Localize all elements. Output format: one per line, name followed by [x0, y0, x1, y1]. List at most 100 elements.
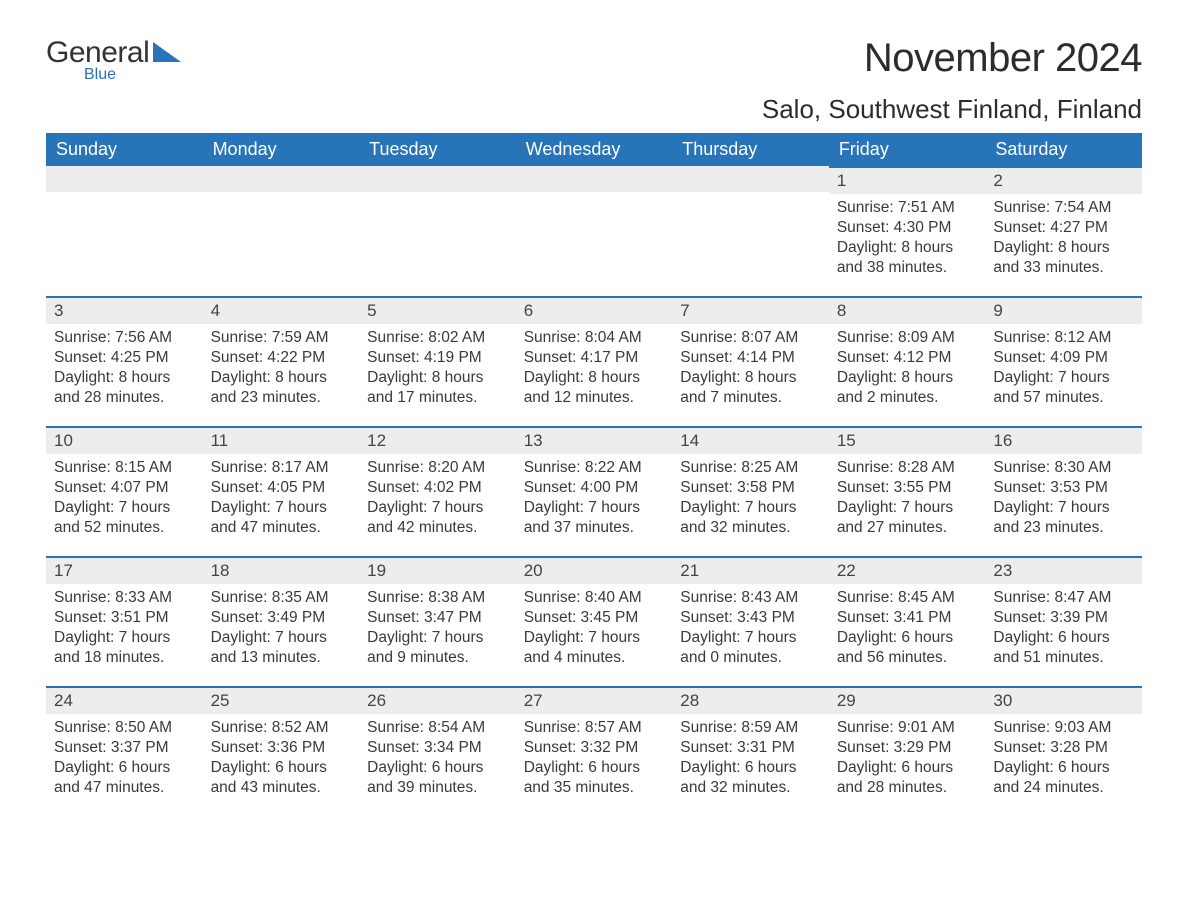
- sunrise-line: Sunrise: 8:22 AM: [524, 458, 665, 478]
- sunset-line: Sunset: 3:55 PM: [837, 478, 978, 498]
- calendar-cell: 3Sunrise: 7:56 AMSunset: 4:25 PMDaylight…: [46, 296, 203, 426]
- sunset-line: Sunset: 4:09 PM: [993, 348, 1134, 368]
- sunrise-line: Sunrise: 8:54 AM: [367, 718, 508, 738]
- sunset-line: Sunset: 3:45 PM: [524, 608, 665, 628]
- empty-day-number: [672, 166, 829, 192]
- day-number: 14: [672, 428, 829, 454]
- day-number: 12: [359, 428, 516, 454]
- daylight-line-2: and 38 minutes.: [837, 258, 978, 278]
- calendar-cell: 2Sunrise: 7:54 AMSunset: 4:27 PMDaylight…: [985, 166, 1142, 296]
- sunrise-line: Sunrise: 8:20 AM: [367, 458, 508, 478]
- day-number: 30: [985, 688, 1142, 714]
- calendar-cell: 1Sunrise: 7:51 AMSunset: 4:30 PMDaylight…: [829, 166, 986, 296]
- calendar-week-row: 3Sunrise: 7:56 AMSunset: 4:25 PMDaylight…: [46, 296, 1142, 426]
- daylight-line-1: Daylight: 6 hours: [993, 758, 1134, 778]
- calendar-cell: 10Sunrise: 8:15 AMSunset: 4:07 PMDayligh…: [46, 426, 203, 556]
- day-number: 27: [516, 688, 673, 714]
- daylight-line-1: Daylight: 7 hours: [993, 368, 1134, 388]
- day-wrapper: 23Sunrise: 8:47 AMSunset: 3:39 PMDayligh…: [985, 556, 1142, 677]
- daylight-line-2: and 18 minutes.: [54, 648, 195, 668]
- sunset-line: Sunset: 3:47 PM: [367, 608, 508, 628]
- daylight-line-1: Daylight: 7 hours: [993, 498, 1134, 518]
- daylight-line-2: and 33 minutes.: [993, 258, 1134, 278]
- calendar-cell: 4Sunrise: 7:59 AMSunset: 4:22 PMDaylight…: [203, 296, 360, 426]
- sunset-line: Sunset: 3:41 PM: [837, 608, 978, 628]
- sunrise-line: Sunrise: 8:33 AM: [54, 588, 195, 608]
- day-body: Sunrise: 8:38 AMSunset: 3:47 PMDaylight:…: [359, 584, 516, 677]
- sunset-line: Sunset: 4:14 PM: [680, 348, 821, 368]
- day-header: Friday: [829, 133, 986, 166]
- sunset-line: Sunset: 3:34 PM: [367, 738, 508, 758]
- calendar-cell: [516, 166, 673, 296]
- day-number: 22: [829, 558, 986, 584]
- day-body: Sunrise: 8:04 AMSunset: 4:17 PMDaylight:…: [516, 324, 673, 417]
- daylight-line-2: and 23 minutes.: [211, 388, 352, 408]
- day-body: Sunrise: 8:25 AMSunset: 3:58 PMDaylight:…: [672, 454, 829, 547]
- day-body: Sunrise: 8:09 AMSunset: 4:12 PMDaylight:…: [829, 324, 986, 417]
- daylight-line-1: Daylight: 7 hours: [211, 628, 352, 648]
- day-wrapper: 22Sunrise: 8:45 AMSunset: 3:41 PMDayligh…: [829, 556, 986, 677]
- sunset-line: Sunset: 3:51 PM: [54, 608, 195, 628]
- calendar-cell: 6Sunrise: 8:04 AMSunset: 4:17 PMDaylight…: [516, 296, 673, 426]
- daylight-line-1: Daylight: 7 hours: [680, 498, 821, 518]
- sunset-line: Sunset: 4:30 PM: [837, 218, 978, 238]
- calendar-cell: 11Sunrise: 8:17 AMSunset: 4:05 PMDayligh…: [203, 426, 360, 556]
- day-number: 17: [46, 558, 203, 584]
- sunset-line: Sunset: 4:07 PM: [54, 478, 195, 498]
- day-body: Sunrise: 8:45 AMSunset: 3:41 PMDaylight:…: [829, 584, 986, 677]
- day-body: Sunrise: 7:51 AMSunset: 4:30 PMDaylight:…: [829, 194, 986, 287]
- day-wrapper: 24Sunrise: 8:50 AMSunset: 3:37 PMDayligh…: [46, 686, 203, 807]
- calendar-cell: 7Sunrise: 8:07 AMSunset: 4:14 PMDaylight…: [672, 296, 829, 426]
- daylight-line-1: Daylight: 7 hours: [54, 498, 195, 518]
- calendar-cell: 30Sunrise: 9:03 AMSunset: 3:28 PMDayligh…: [985, 686, 1142, 816]
- calendar-cell: [203, 166, 360, 296]
- daylight-line-2: and 23 minutes.: [993, 518, 1134, 538]
- daylight-line-2: and 32 minutes.: [680, 518, 821, 538]
- sunset-line: Sunset: 4:02 PM: [367, 478, 508, 498]
- empty-day-number: [46, 166, 203, 192]
- sunset-line: Sunset: 4:05 PM: [211, 478, 352, 498]
- day-number: 1: [829, 168, 986, 194]
- daylight-line-2: and 27 minutes.: [837, 518, 978, 538]
- day-number: 11: [203, 428, 360, 454]
- sunset-line: Sunset: 3:28 PM: [993, 738, 1134, 758]
- calendar-cell: 19Sunrise: 8:38 AMSunset: 3:47 PMDayligh…: [359, 556, 516, 686]
- calendar-cell: 25Sunrise: 8:52 AMSunset: 3:36 PMDayligh…: [203, 686, 360, 816]
- sunrise-line: Sunrise: 8:35 AM: [211, 588, 352, 608]
- day-wrapper: 18Sunrise: 8:35 AMSunset: 3:49 PMDayligh…: [203, 556, 360, 677]
- sunrise-line: Sunrise: 8:52 AM: [211, 718, 352, 738]
- daylight-line-2: and 32 minutes.: [680, 778, 821, 798]
- day-body: Sunrise: 7:56 AMSunset: 4:25 PMDaylight:…: [46, 324, 203, 417]
- calendar-table: SundayMondayTuesdayWednesdayThursdayFrid…: [46, 133, 1142, 816]
- day-number: 26: [359, 688, 516, 714]
- day-wrapper: 20Sunrise: 8:40 AMSunset: 3:45 PMDayligh…: [516, 556, 673, 677]
- sunrise-line: Sunrise: 8:40 AM: [524, 588, 665, 608]
- day-header: Tuesday: [359, 133, 516, 166]
- day-wrapper: 27Sunrise: 8:57 AMSunset: 3:32 PMDayligh…: [516, 686, 673, 807]
- sunset-line: Sunset: 3:31 PM: [680, 738, 821, 758]
- calendar-cell: 8Sunrise: 8:09 AMSunset: 4:12 PMDaylight…: [829, 296, 986, 426]
- daylight-line-1: Daylight: 8 hours: [211, 368, 352, 388]
- calendar-cell: 5Sunrise: 8:02 AMSunset: 4:19 PMDaylight…: [359, 296, 516, 426]
- day-wrapper: 25Sunrise: 8:52 AMSunset: 3:36 PMDayligh…: [203, 686, 360, 807]
- daylight-line-1: Daylight: 6 hours: [993, 628, 1134, 648]
- day-number: 8: [829, 298, 986, 324]
- logo: General Blue: [46, 36, 181, 84]
- daylight-line-1: Daylight: 8 hours: [367, 368, 508, 388]
- daylight-line-2: and 0 minutes.: [680, 648, 821, 668]
- sunrise-line: Sunrise: 8:02 AM: [367, 328, 508, 348]
- day-header: Thursday: [672, 133, 829, 166]
- sunset-line: Sunset: 3:58 PM: [680, 478, 821, 498]
- daylight-line-1: Daylight: 6 hours: [680, 758, 821, 778]
- sunrise-line: Sunrise: 8:07 AM: [680, 328, 821, 348]
- day-body: Sunrise: 8:12 AMSunset: 4:09 PMDaylight:…: [985, 324, 1142, 417]
- daylight-line-1: Daylight: 8 hours: [680, 368, 821, 388]
- day-wrapper: 17Sunrise: 8:33 AMSunset: 3:51 PMDayligh…: [46, 556, 203, 677]
- day-wrapper: 21Sunrise: 8:43 AMSunset: 3:43 PMDayligh…: [672, 556, 829, 677]
- day-header: Sunday: [46, 133, 203, 166]
- sunrise-line: Sunrise: 9:01 AM: [837, 718, 978, 738]
- day-body: Sunrise: 8:20 AMSunset: 4:02 PMDaylight:…: [359, 454, 516, 547]
- daylight-line-2: and 42 minutes.: [367, 518, 508, 538]
- day-wrapper: 14Sunrise: 8:25 AMSunset: 3:58 PMDayligh…: [672, 426, 829, 547]
- day-body: Sunrise: 8:35 AMSunset: 3:49 PMDaylight:…: [203, 584, 360, 677]
